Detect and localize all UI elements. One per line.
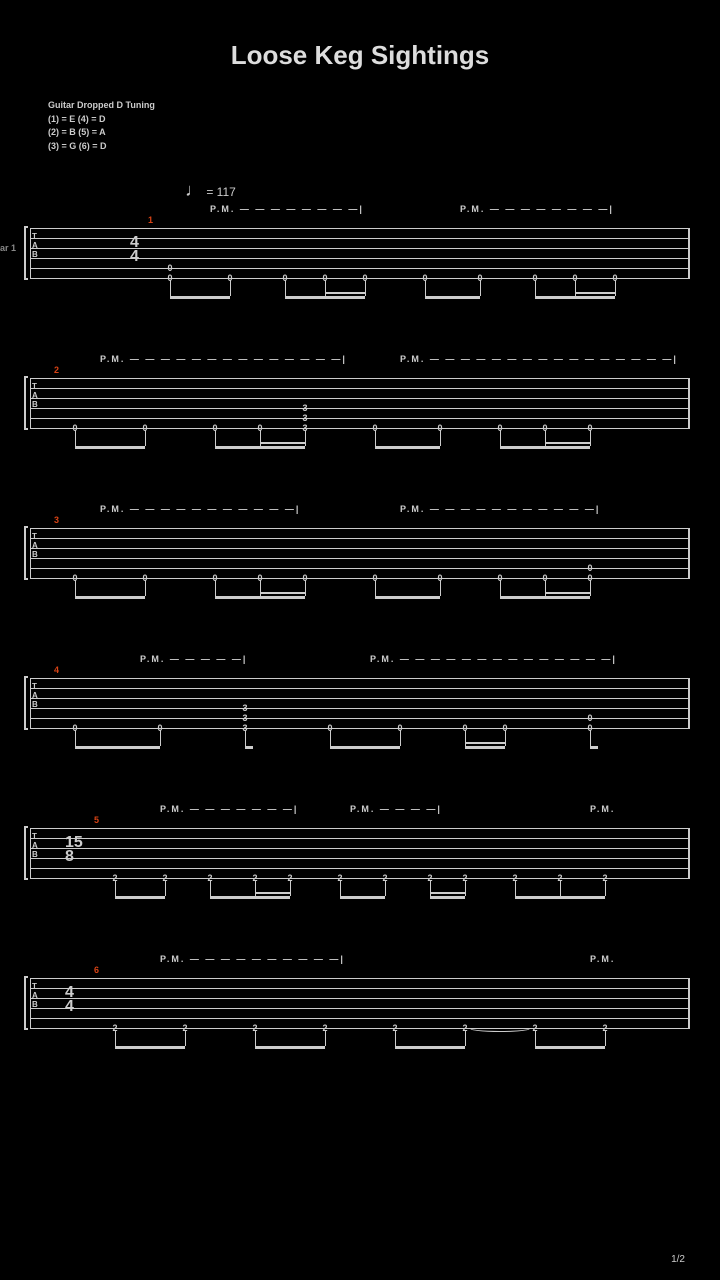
fret-number: 3 xyxy=(239,703,251,713)
staff-bracket xyxy=(24,826,28,880)
time-signature: 158 xyxy=(65,836,83,864)
staff-bracket xyxy=(24,226,28,280)
palm-mute-marking: P.M. — — — — — — — — — — — — — — — —| xyxy=(400,354,678,364)
palm-mute-marking: P.M. — — — — — — —| xyxy=(160,804,298,814)
fret-number: 3 xyxy=(239,713,251,723)
palm-mute-marking: P.M. — — — — — — — — — — — — — —| xyxy=(100,354,347,364)
tuning-line-3: (3) = G (6) = D xyxy=(48,140,720,154)
bar-number: 4 xyxy=(54,665,59,675)
time-signature: 44 xyxy=(65,986,74,1014)
staff-lines xyxy=(30,228,690,278)
instrument-label: Guitar 1 xyxy=(0,243,16,253)
tab-staves: Guitar 1T A B144♩ = 117P.M. — — — — — — … xyxy=(0,188,720,1058)
fret-number: 3 xyxy=(299,413,311,423)
palm-mute-marking: P.M. — — — — — — — — — —| xyxy=(160,954,345,964)
bar-number: 3 xyxy=(54,515,59,525)
bar-number: 5 xyxy=(94,815,99,825)
staff-bracket xyxy=(24,976,28,1030)
fret-number: 3 xyxy=(299,403,311,413)
bar-number: 6 xyxy=(94,965,99,975)
tuning-header: Guitar Dropped D Tuning xyxy=(48,99,720,113)
tab-staff: Guitar 1T A B144♩ = 117P.M. — — — — — — … xyxy=(30,188,690,308)
page-number: 1/2 xyxy=(671,1254,685,1265)
palm-mute-marking: P.M. — — — — — — — —| xyxy=(210,204,364,214)
fret-number: 0 xyxy=(164,263,176,273)
time-signature: 44 xyxy=(130,236,139,264)
staff-bracket xyxy=(24,526,28,580)
tab-staff: T A B3P.M. — — — — — — — — — — —|P.M. — … xyxy=(30,488,690,608)
staff-lines xyxy=(30,978,690,1028)
palm-mute-marking: P.M. — — — — — — — — — — —| xyxy=(400,504,600,514)
tab-staff: T A B5158P.M. — — — — — — —|P.M. — — — —… xyxy=(30,788,690,908)
palm-mute-marking: P.M. — — — — — — — — — — — — — —| xyxy=(370,654,617,664)
palm-mute-marking: P.M. — — — — — — — —| xyxy=(460,204,614,214)
palm-mute-marking: P.M. — — — — —| xyxy=(140,654,247,664)
tab-staff: T A B4P.M. — — — — —|P.M. — — — — — — — … xyxy=(30,638,690,758)
tab-staff: T A B644P.M. — — — — — — — — — —|P.M.222… xyxy=(30,938,690,1058)
tuning-line-2: (2) = B (5) = A xyxy=(48,126,720,140)
tuning-line-1: (1) = E (4) = D xyxy=(48,113,720,127)
palm-mute-marking: P.M. — — — — — — — — — — —| xyxy=(100,504,300,514)
tempo-marking: ♩ = 117 xyxy=(185,180,236,201)
staff-lines xyxy=(30,828,690,878)
staff-bracket xyxy=(24,676,28,730)
bar-number: 1 xyxy=(148,215,153,225)
palm-mute-marking: P.M. xyxy=(590,954,615,964)
staff-lines xyxy=(30,378,690,428)
bar-number: 2 xyxy=(54,365,59,375)
fret-number: 0 xyxy=(584,563,596,573)
fret-number: 0 xyxy=(584,713,596,723)
palm-mute-marking: P.M. — — — —| xyxy=(350,804,442,814)
tab-staff: T A B2P.M. — — — — — — — — — — — — — —|P… xyxy=(30,338,690,458)
staff-bracket xyxy=(24,376,28,430)
song-title: Loose Keg Sightings xyxy=(0,0,720,71)
palm-mute-marking: P.M. xyxy=(590,804,615,814)
tie xyxy=(468,1024,532,1032)
tuning-info: Guitar Dropped D Tuning (1) = E (4) = D … xyxy=(48,99,720,153)
